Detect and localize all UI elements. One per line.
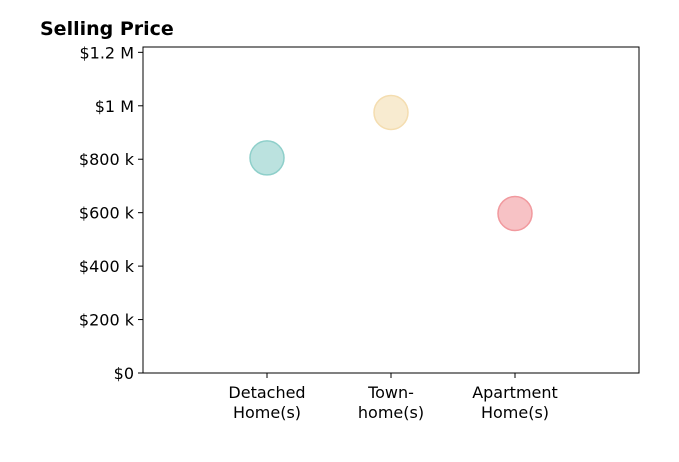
x-tick-label-line: Detached: [228, 383, 305, 402]
data-points: [249, 94, 533, 232]
y-tick-label: $800 k: [79, 150, 135, 169]
data-point: [373, 94, 409, 131]
x-tick-label-line: Home(s): [481, 403, 549, 422]
x-tick-label: Town-home(s): [358, 383, 424, 422]
y-tick-label: $1 M: [95, 97, 134, 116]
y-tick-label: $200 k: [79, 311, 135, 330]
y-tick-label: $600 k: [79, 204, 135, 223]
y-tick-label: $400 k: [79, 257, 135, 276]
x-tick-label-line: Apartment: [472, 383, 558, 402]
x-tick-label-line: home(s): [358, 403, 424, 422]
x-tick-label: Apartment Home(s): [472, 383, 558, 422]
chart-title: Selling Price: [40, 18, 174, 40]
data-point: [497, 195, 533, 232]
y-tick-label: $1.2 M: [79, 43, 134, 62]
data-point: [249, 140, 285, 176]
x-tick-label-line: Town-: [367, 383, 414, 402]
y-axis: $0 $200 k $400 k $600 k $800 k $1 M $1.2 M: [79, 43, 143, 383]
y-tick-label: $0: [114, 364, 134, 383]
x-tick-label: Detached Home(s): [228, 383, 305, 422]
x-tick-label-line: Home(s): [233, 403, 301, 422]
x-axis: Detached Home(s)Town-home(s)Apartment Home…: [228, 373, 558, 422]
